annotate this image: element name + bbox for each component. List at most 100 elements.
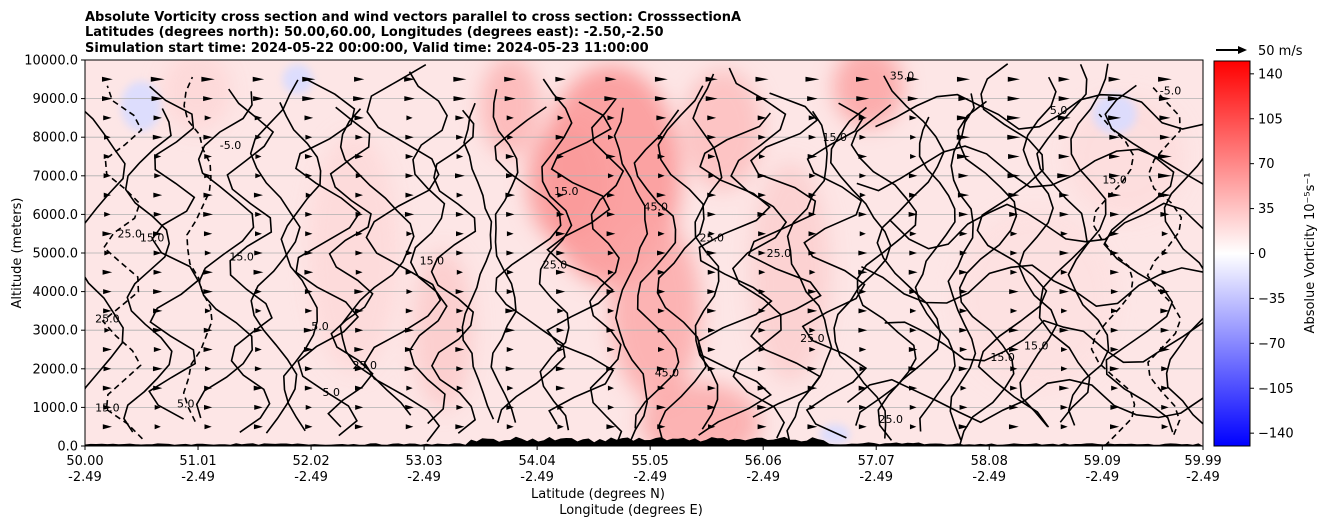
wind-vector-60 — [909, 385, 918, 391]
y-tick-label-3: 3000.0 — [33, 324, 79, 339]
contour-line-17 — [494, 106, 566, 424]
wind-vector-201 — [254, 250, 263, 256]
wind-vector-208 — [607, 250, 615, 256]
contour-line-6 — [226, 88, 275, 433]
wind-vector-415 — [1058, 76, 1070, 82]
wind-vector-113 — [253, 327, 263, 333]
wind-vector-371 — [1057, 115, 1071, 121]
wind-vector-202 — [304, 250, 314, 256]
wind-vector-229 — [555, 231, 566, 237]
wind-vector-170 — [909, 289, 917, 295]
wind-vector-41 — [1060, 404, 1068, 410]
wind-vector-136 — [305, 308, 313, 314]
wind-vector-277 — [758, 192, 767, 198]
wind-vector-80 — [807, 366, 818, 372]
contour-label-10: 15.0 — [420, 255, 445, 268]
wind-vector-254 — [707, 211, 716, 217]
wind-vector-185 — [555, 269, 566, 275]
x-tick-label-lat-6: 56.06 — [745, 454, 782, 469]
wind-vector-182 — [405, 269, 414, 275]
wind-vector-392 — [1007, 96, 1021, 102]
colorbar-tick-label-7: −105 — [1258, 382, 1294, 397]
contour-label-19: 15.0 — [990, 351, 1015, 364]
wind-vector-314 — [405, 154, 414, 159]
colorbar-gradient — [1213, 60, 1251, 447]
wind-vector-139 — [456, 308, 464, 314]
wind-vector-333 — [255, 134, 262, 140]
wind-vector-108 — [1110, 347, 1119, 352]
wind-vector-232 — [708, 231, 715, 237]
wind-vector-401 — [354, 76, 365, 82]
wind-vector-122 — [708, 327, 716, 333]
wind-vector-332 — [203, 134, 213, 140]
wind-vector-54 — [607, 385, 615, 391]
wind-vector-345 — [859, 134, 867, 140]
wind-vector-217 — [1059, 250, 1069, 256]
wind-vector-91 — [255, 347, 262, 352]
contour-line-36 — [976, 63, 1050, 428]
wind-vector-3 — [253, 424, 263, 430]
wind-vector-121 — [657, 327, 665, 333]
x-axis-label-latitude: Latitude (degrees N) — [531, 487, 665, 502]
wind-vector-239 — [1060, 231, 1068, 237]
wind-vector-207 — [556, 250, 565, 256]
wind-vector-244 — [203, 211, 214, 217]
wind-vector-265 — [153, 192, 163, 198]
wind-vector-223 — [254, 231, 262, 237]
x-tick-label-lon-2: -2.49 — [294, 470, 328, 485]
wind-vector-379 — [353, 96, 366, 102]
wind-vector-72 — [404, 366, 415, 372]
wind-vector-74 — [505, 366, 515, 372]
wind-vector-24 — [204, 404, 213, 410]
contour-label-11: 25.0 — [543, 258, 568, 271]
wind-vector-259 — [958, 211, 969, 217]
wind-vector-313 — [355, 154, 364, 159]
wind-vector-339 — [555, 134, 566, 140]
wind-vector-236 — [909, 231, 917, 237]
wind-vector-354 — [204, 115, 212, 121]
colorbar-tick-label-5: −35 — [1258, 292, 1285, 307]
wind-vector-47 — [253, 385, 264, 391]
wind-vector-247 — [355, 211, 363, 217]
wind-vector-76 — [606, 366, 616, 372]
wind-vector-389 — [856, 96, 870, 102]
wind-vector-246 — [305, 211, 313, 217]
wind-vector-141 — [557, 308, 564, 314]
wind-vector-61 — [960, 385, 967, 391]
wind-vector-322 — [807, 154, 818, 159]
wind-vector-360 — [506, 115, 514, 121]
contour-label-0: 25.0 — [95, 312, 120, 325]
wind-vector-159 — [354, 289, 365, 295]
wind-vector-211 — [758, 250, 766, 256]
wind-vector-100 — [707, 347, 716, 352]
wind-vector-323 — [858, 154, 868, 159]
wind-vector-82 — [908, 366, 918, 372]
wind-vector-288 — [204, 173, 213, 179]
vorticity-patch-7 — [161, 60, 232, 131]
wind-vector-225 — [355, 231, 363, 237]
wind-vector-133 — [153, 308, 163, 314]
colorbar: 140 105 70 35 0 −35 −70 −105 −140 Absolue Vortic… — [1213, 60, 1318, 447]
x-tick-label-lat-1: 51.01 — [179, 454, 216, 469]
wind-vector-33 — [656, 404, 666, 410]
wind-vector-9 — [557, 424, 564, 430]
wind-vector-48 — [304, 385, 313, 391]
wind-vector-388 — [807, 96, 818, 102]
wind-vector-118 — [505, 327, 516, 333]
contour-label-2: 5.0 — [177, 397, 195, 410]
wind-vector-53 — [555, 385, 566, 391]
wind-vector-380 — [404, 96, 415, 102]
wind-vector-328 — [1109, 154, 1121, 159]
wind-vector-215 — [959, 250, 968, 256]
wind-vector-51 — [456, 385, 464, 391]
wind-vector-206 — [506, 250, 515, 256]
wind-vector-231 — [658, 231, 665, 237]
wind-vector-233 — [758, 231, 767, 237]
wind-vector-168 — [808, 289, 817, 295]
wind-vector-111 — [152, 327, 163, 333]
wind-vector-193 — [959, 269, 968, 275]
wind-vector-44 — [102, 385, 112, 391]
y-axis-ticks: 0.0 1000.0 2000.0 3000.0 4000.0 5000.0 6000.0 7… — [24, 54, 85, 455]
wind-vector-67 — [152, 366, 163, 372]
wind-vector-21 — [1161, 424, 1169, 430]
